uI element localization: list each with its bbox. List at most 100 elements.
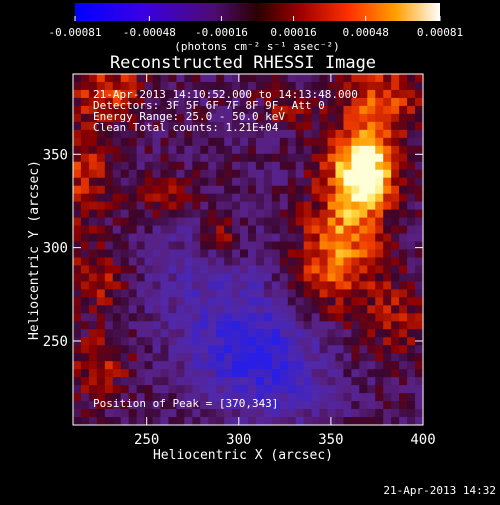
heatmap-cell: [319, 225, 329, 235]
heatmap-cell: [192, 81, 201, 91]
heatmap-cell: [359, 313, 368, 322]
heatmap-cell: [216, 193, 225, 203]
heatmap-cell: [232, 97, 241, 107]
heatmap-cell: [112, 209, 122, 219]
heatmap-cell: [232, 401, 241, 410]
heatmap-cell: [255, 265, 265, 275]
heatmap-cell: [343, 217, 352, 227]
heatmap-cell: [391, 377, 400, 386]
heatmap-cell: [224, 233, 233, 243]
heatmap-cell: [367, 305, 376, 314]
heatmap-cell: [128, 345, 138, 354]
heatmap-cell: [128, 129, 138, 139]
heatmap-cell: [208, 273, 217, 283]
heatmap-cell: [128, 385, 138, 394]
heatmap-cell: [255, 113, 265, 123]
heatmap-cell: [80, 393, 90, 402]
heatmap-cell: [200, 209, 209, 219]
heatmap-cell: [104, 145, 114, 155]
heatmap-cell: [375, 393, 384, 402]
heatmap-cell: [375, 417, 384, 426]
heatmap-cell: [391, 201, 400, 211]
heatmap-cell: [279, 417, 289, 426]
heatmap-cell: [208, 161, 217, 171]
heatmap-cell: [88, 225, 98, 235]
heatmap-cell: [263, 345, 273, 354]
heatmap-cell: [279, 105, 289, 115]
heatmap-cell: [271, 329, 281, 338]
heatmap-cell: [271, 185, 281, 195]
heatmap-cell: [144, 257, 154, 267]
heatmap-cell: [112, 113, 122, 123]
heatmap-cell: [319, 217, 329, 227]
heatmap-cell: [295, 329, 305, 338]
heatmap-cell: [96, 121, 106, 131]
heatmap-cell: [279, 74, 289, 83]
heatmap-cell: [367, 145, 376, 155]
heatmap-cell: [335, 353, 345, 362]
heatmap-cell: [240, 177, 249, 187]
heatmap-cell: [224, 129, 233, 139]
heatmap-cell: [415, 105, 424, 115]
heatmap-cell: [224, 201, 233, 211]
heatmap-cell: [232, 305, 241, 314]
heatmap-cell: [224, 345, 233, 354]
heatmap-cell: [327, 297, 337, 306]
heatmap-cell: [311, 177, 321, 187]
heatmap-cell: [263, 201, 273, 211]
heatmap-cell: [295, 361, 305, 370]
heatmap-cell: [120, 201, 130, 211]
heatmap-cell: [80, 257, 90, 267]
heatmap-cell: [248, 377, 257, 386]
heatmap-cell: [192, 409, 201, 418]
heatmap-cell: [303, 153, 313, 163]
heatmap-cell: [399, 161, 408, 171]
heatmap-cell: [160, 345, 170, 354]
heatmap-cell: [192, 185, 201, 195]
heatmap-cell: [152, 89, 162, 99]
heatmap-cell: [216, 369, 225, 378]
heatmap-cell: [367, 329, 376, 338]
heatmap-cell: [399, 329, 408, 338]
heatmap-cell: [144, 369, 154, 378]
heatmap-cell: [311, 377, 321, 386]
heatmap-cell: [96, 81, 106, 91]
heatmap-cell: [112, 153, 122, 163]
heatmap-cell: [208, 129, 217, 139]
heatmap-cell: [208, 177, 217, 187]
heatmap-cell: [271, 105, 281, 115]
heatmap-cell: [248, 201, 257, 211]
heatmap-cell: [232, 289, 241, 298]
heatmap-cell: [255, 329, 265, 338]
heatmap-cell: [359, 257, 368, 267]
heatmap-cell: [359, 265, 368, 275]
heatmap-cell: [351, 129, 360, 139]
heatmap-cell: [224, 241, 233, 251]
heatmap-cell: [168, 313, 177, 322]
heatmap-cell: [311, 81, 321, 91]
heatmap-cell: [104, 281, 114, 290]
heatmap-cell: [399, 185, 408, 195]
heatmap-cell: [96, 169, 106, 179]
heatmap-cell: [96, 193, 106, 203]
heatmap-cell: [88, 329, 98, 338]
heatmap-cell: [96, 265, 106, 275]
heatmap-cell: [176, 185, 185, 195]
heatmap-cell: [271, 153, 281, 163]
heatmap-cell: [383, 353, 392, 362]
heatmap-cell: [327, 89, 337, 99]
heatmap-cell: [383, 105, 392, 115]
heatmap-cell: [263, 137, 273, 147]
heatmap-cell: [343, 121, 352, 131]
heatmap-cell: [367, 129, 376, 139]
heatmap-cell: [311, 74, 321, 83]
heatmap-cell: [359, 81, 368, 91]
heatmap-cell: [415, 81, 424, 91]
heatmap-cell: [136, 297, 146, 306]
heatmap-cell: [248, 337, 257, 346]
heatmap-cell: [96, 393, 106, 402]
heatmap-cell: [80, 273, 90, 283]
annotation-energy-range: Energy Range: 25.0 - 50.0 keV: [93, 110, 285, 123]
heatmap-cell: [240, 137, 249, 147]
heatmap-cell: [184, 209, 193, 219]
